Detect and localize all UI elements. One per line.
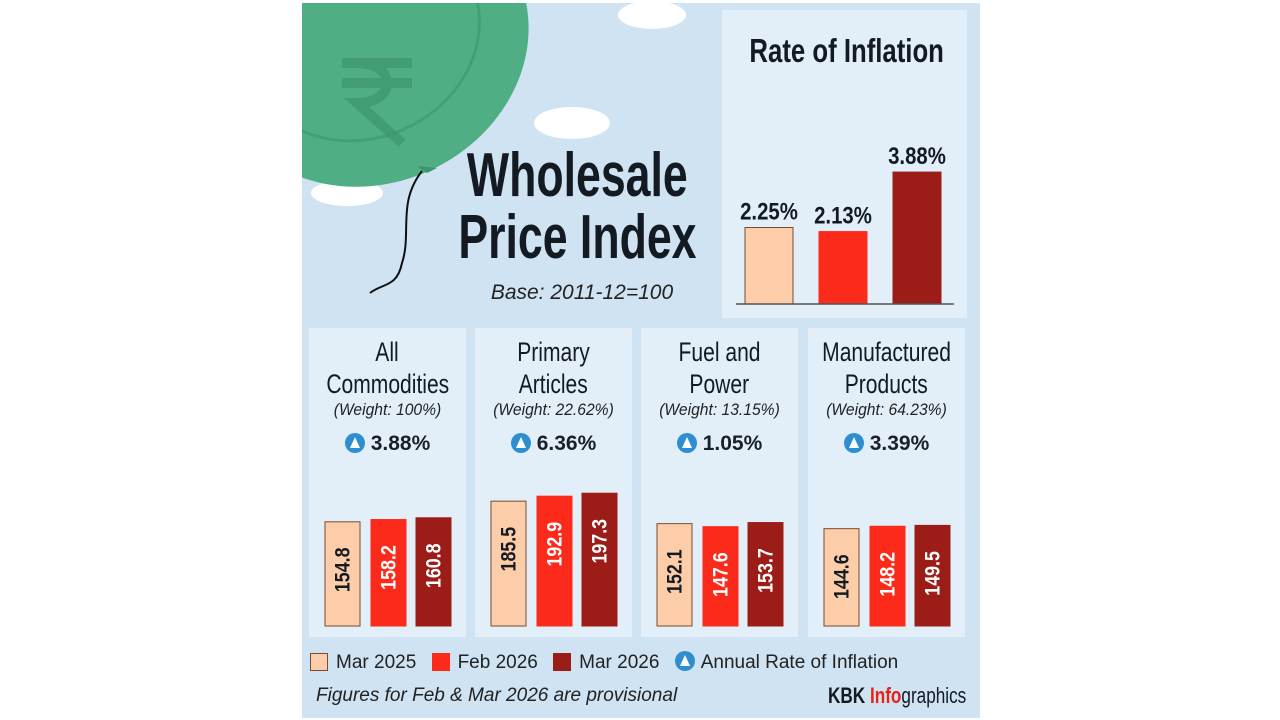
panel-weight: (Weight: 13.15%) <box>659 400 780 419</box>
infographic: Wholesale Price Index Base: 2011-12=100 … <box>302 3 980 718</box>
bar-value-label: 158.2 <box>377 545 401 590</box>
legend-swatch <box>553 653 572 671</box>
bar-value-label: 149.5 <box>921 551 945 596</box>
legend-label: Mar 2025 <box>336 652 417 673</box>
brand-logo: KBK Infographics <box>789 683 966 709</box>
bar <box>656 523 693 627</box>
bar-value-label: 160.8 <box>422 543 446 588</box>
bar-chart: 185.5 192.9 197.3 <box>490 492 618 627</box>
legend-swatch <box>310 653 328 671</box>
panel-weight: (Weight: 100%) <box>333 400 442 419</box>
bar <box>747 522 784 627</box>
title-line-2: Price Index <box>457 203 697 272</box>
footnote: Figures for Feb & Mar 2026 are provision… <box>316 685 678 706</box>
bar <box>914 524 951 627</box>
rate-bar <box>818 231 868 305</box>
balloon-illustration <box>302 3 686 294</box>
up-triangle-circle-icon <box>674 651 695 671</box>
panel-title: Products <box>844 369 929 399</box>
cloud <box>618 3 686 29</box>
panel-title: Commodities <box>326 369 449 399</box>
up-triangle-circle-icon <box>510 433 531 453</box>
up-triangle-circle-icon <box>344 433 365 453</box>
legend-label: Feb 2026 <box>457 652 538 673</box>
annual-rate: 3.88% <box>370 432 431 455</box>
panel-title: Articles <box>518 369 589 399</box>
annual-rate: 6.36% <box>536 432 597 455</box>
bar <box>490 500 527 627</box>
bar-chart: 144.6 148.2 149.5 <box>823 524 951 627</box>
rate-value-label: 3.88% <box>888 143 946 170</box>
rate-of-inflation-panel: Rate of Inflation 2.25% 2.13% 3.88% <box>722 10 967 318</box>
panel-title: Manufactured <box>822 337 951 367</box>
up-triangle-circle-icon <box>843 433 864 453</box>
panel-weight: (Weight: 64.23%) <box>826 400 947 419</box>
annual-rate: 3.39% <box>869 432 930 455</box>
rate-title: Rate of Inflation <box>749 32 944 69</box>
page-title: Wholesale Price Index <box>377 145 777 269</box>
legend-swatch <box>431 653 450 671</box>
bar-value-label: 192.9 <box>543 522 567 567</box>
legend-item-rate: Annual Rate of Inflation <box>674 651 899 673</box>
base-year: Base: 2011-12=100 <box>490 281 674 304</box>
rate-value-label: 2.13% <box>814 202 872 229</box>
panel-title: Fuel and <box>678 337 761 367</box>
bar-chart: 152.1 147.6 153.7 <box>656 522 784 627</box>
annual-rate: 1.05% <box>702 432 763 455</box>
legend-item-mar-2025: Mar 2025 <box>310 652 416 673</box>
legend-label: Annual Rate of Inflation <box>700 652 899 673</box>
rate-bar <box>892 171 942 305</box>
bar-value-label: 197.3 <box>588 519 612 564</box>
bar <box>415 517 452 627</box>
brand-part: Info <box>869 683 902 708</box>
bar <box>869 525 906 627</box>
legend-label: Mar 2026 <box>579 652 660 673</box>
bar-chart: 154.8 158.2 160.8 <box>324 517 452 627</box>
bar-value-label: 153.7 <box>754 548 778 593</box>
legend: Mar 2025 Feb 2026 Mar 2026 Annual Rate o… <box>310 651 980 674</box>
bar-value-label: 147.6 <box>709 552 733 597</box>
bar <box>536 495 573 627</box>
bar <box>702 526 739 627</box>
legend-item-feb-2026: Feb 2026 <box>431 652 538 673</box>
rate-chart: 2.25% 2.13% 3.88% <box>736 143 954 305</box>
panel-weight: (Weight: 22.62%) <box>493 400 614 419</box>
bar <box>370 519 407 627</box>
panel-title: Power <box>689 369 750 399</box>
legend-item-mar-2026: Mar 2026 <box>553 652 659 673</box>
rate-value-label: 2.25% <box>740 198 798 225</box>
bar <box>324 521 361 627</box>
bar <box>581 492 618 627</box>
panel-all-commodities: All Commodities (Weight: 100%) 3.88% 154.… <box>309 328 466 637</box>
rupee-balloon-icon <box>302 3 529 294</box>
cloud <box>534 107 610 139</box>
panel-primary-articles: Primary Articles (Weight: 22.62%) 6.36% 1… <box>475 328 632 637</box>
bar-value-label: 144.6 <box>830 554 854 599</box>
bar-value-label: 152.1 <box>663 549 687 594</box>
bar-value-label: 185.5 <box>497 527 521 572</box>
panel-title: Primary <box>517 337 590 367</box>
panel-fuel-and-power: Fuel and Power (Weight: 13.15%) 1.05% 152… <box>641 328 798 637</box>
bar <box>823 528 860 627</box>
rate-bar <box>744 227 794 305</box>
title-line-1: Wholesale <box>466 141 688 210</box>
bar-value-label: 148.2 <box>876 552 900 597</box>
up-triangle-circle-icon <box>676 433 697 453</box>
brand-part: KBK <box>827 683 870 708</box>
bar-value-label: 154.8 <box>331 547 355 592</box>
panel-manufactured-products: Manufactured Products (Weight: 64.23%) 3.… <box>808 328 965 637</box>
panel-title: All <box>375 337 400 367</box>
brand-part: graphics <box>901 683 966 708</box>
